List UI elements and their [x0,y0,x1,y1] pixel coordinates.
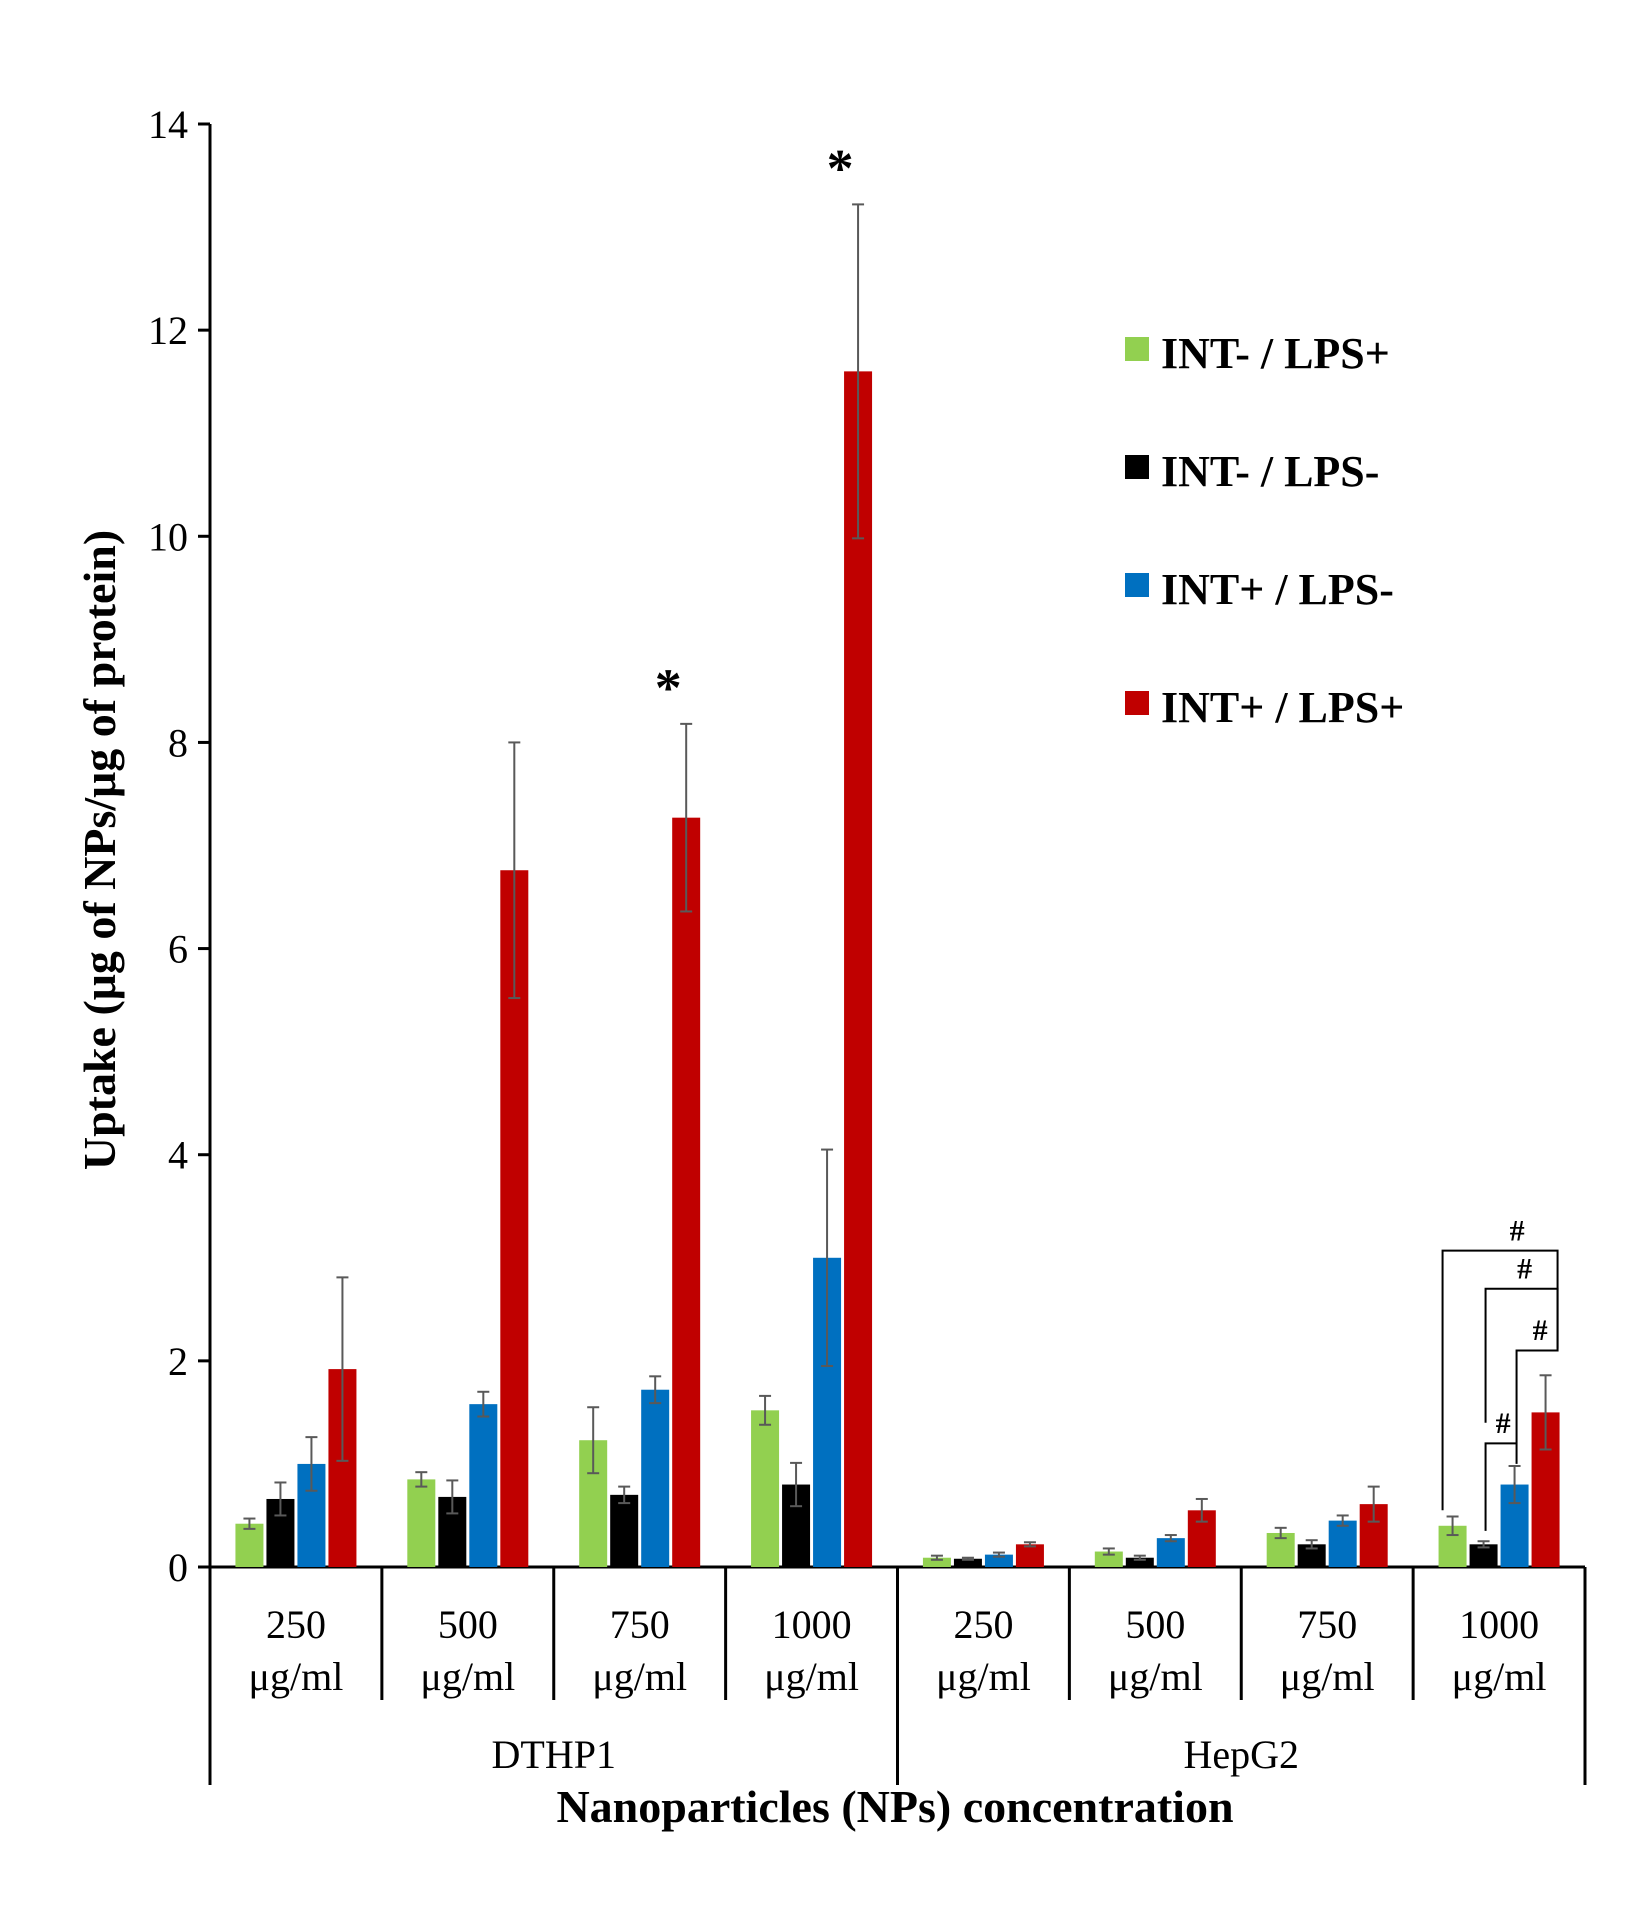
legend-swatch [1125,573,1149,597]
legend-label: INT- / LPS- [1161,447,1379,496]
bar [469,1404,498,1567]
error-bars [243,203,1552,1561]
y-tick-label: 10 [148,514,188,559]
significance-bracket [1484,1287,1559,1423]
category-label-value: 1000 [1459,1602,1539,1647]
category-label-unit: μg/ml [592,1654,687,1699]
y-tick-label: 4 [168,1133,188,1178]
bar [610,1494,639,1567]
x-axis-labels: 250 μg/ml 500 μg/ml 750 μg/ml 1000 μg/ml 250 μg/m… [208,1567,1587,1785]
category-label-value: 750 [1297,1602,1357,1647]
y-tick-label: 8 [168,720,188,765]
category-label-value: 500 [1125,1602,1185,1647]
category-label-value: 500 [438,1602,498,1647]
category-label-unit: μg/ml [249,1654,344,1699]
y-tick-label: 12 [148,308,188,353]
x-axis-title: Nanoparticles (NPs) concentration [556,1781,1233,1832]
group-label: DTHP1 [492,1732,616,1777]
legend-label: INT+ / LPS+ [1161,683,1404,732]
legend-label: INT+ / LPS- [1161,565,1394,614]
bar [1094,1551,1123,1567]
significance-star: * [655,658,682,718]
bar [641,1389,670,1567]
legend: INT- / LPS+ INT- / LPS- INT+ / LPS- INT+ / … [1125,329,1404,732]
bar [1015,1544,1044,1567]
y-tick-label: 6 [168,927,188,972]
significance-hash: # [1496,1407,1511,1440]
group-label: HepG2 [1183,1732,1299,1777]
category-label-unit: μg/ml [936,1654,1031,1699]
category-label-unit: μg/ml [1108,1654,1203,1699]
category-label-unit: μg/ml [1452,1654,1547,1699]
significance-hash: # [1533,1314,1548,1347]
significance-hash: # [1510,1214,1525,1247]
significance-annotations: **#### [655,138,1559,1531]
bar [1469,1544,1498,1567]
bar [922,1557,951,1567]
legend-swatch [1125,337,1149,361]
legend-label: INT- / LPS+ [1161,329,1390,378]
bar [953,1558,982,1567]
category-label-unit: μg/ml [420,1654,515,1699]
y-axis-title: Uptake (μg of NPs/μg of protein) [74,530,125,1170]
bar [1156,1538,1185,1567]
category-label-unit: μg/ml [1280,1654,1375,1699]
significance-hash: # [1517,1252,1532,1285]
bar [1328,1520,1357,1567]
bar [844,371,873,1567]
significance-bracket [1484,1442,1517,1531]
category-label-value: 250 [953,1602,1013,1647]
legend-swatch [1125,691,1149,715]
bar [751,1410,780,1567]
category-label-unit: μg/ml [764,1654,859,1699]
y-tick-label: 14 [148,102,188,147]
bars [235,371,1560,1567]
bar [984,1554,1013,1567]
category-label-value: 750 [610,1602,670,1647]
y-tick-label: 2 [168,1339,188,1384]
category-label-value: 250 [266,1602,326,1647]
bar [407,1479,436,1567]
legend-swatch [1125,455,1149,479]
significance-bracket [1515,1348,1559,1464]
y-tick-label: 0 [168,1545,188,1590]
category-label-value: 1000 [772,1602,852,1647]
bar [672,817,701,1567]
bar [1297,1544,1326,1567]
bar [1125,1557,1154,1567]
bar [235,1523,264,1567]
significance-star: * [827,138,854,198]
